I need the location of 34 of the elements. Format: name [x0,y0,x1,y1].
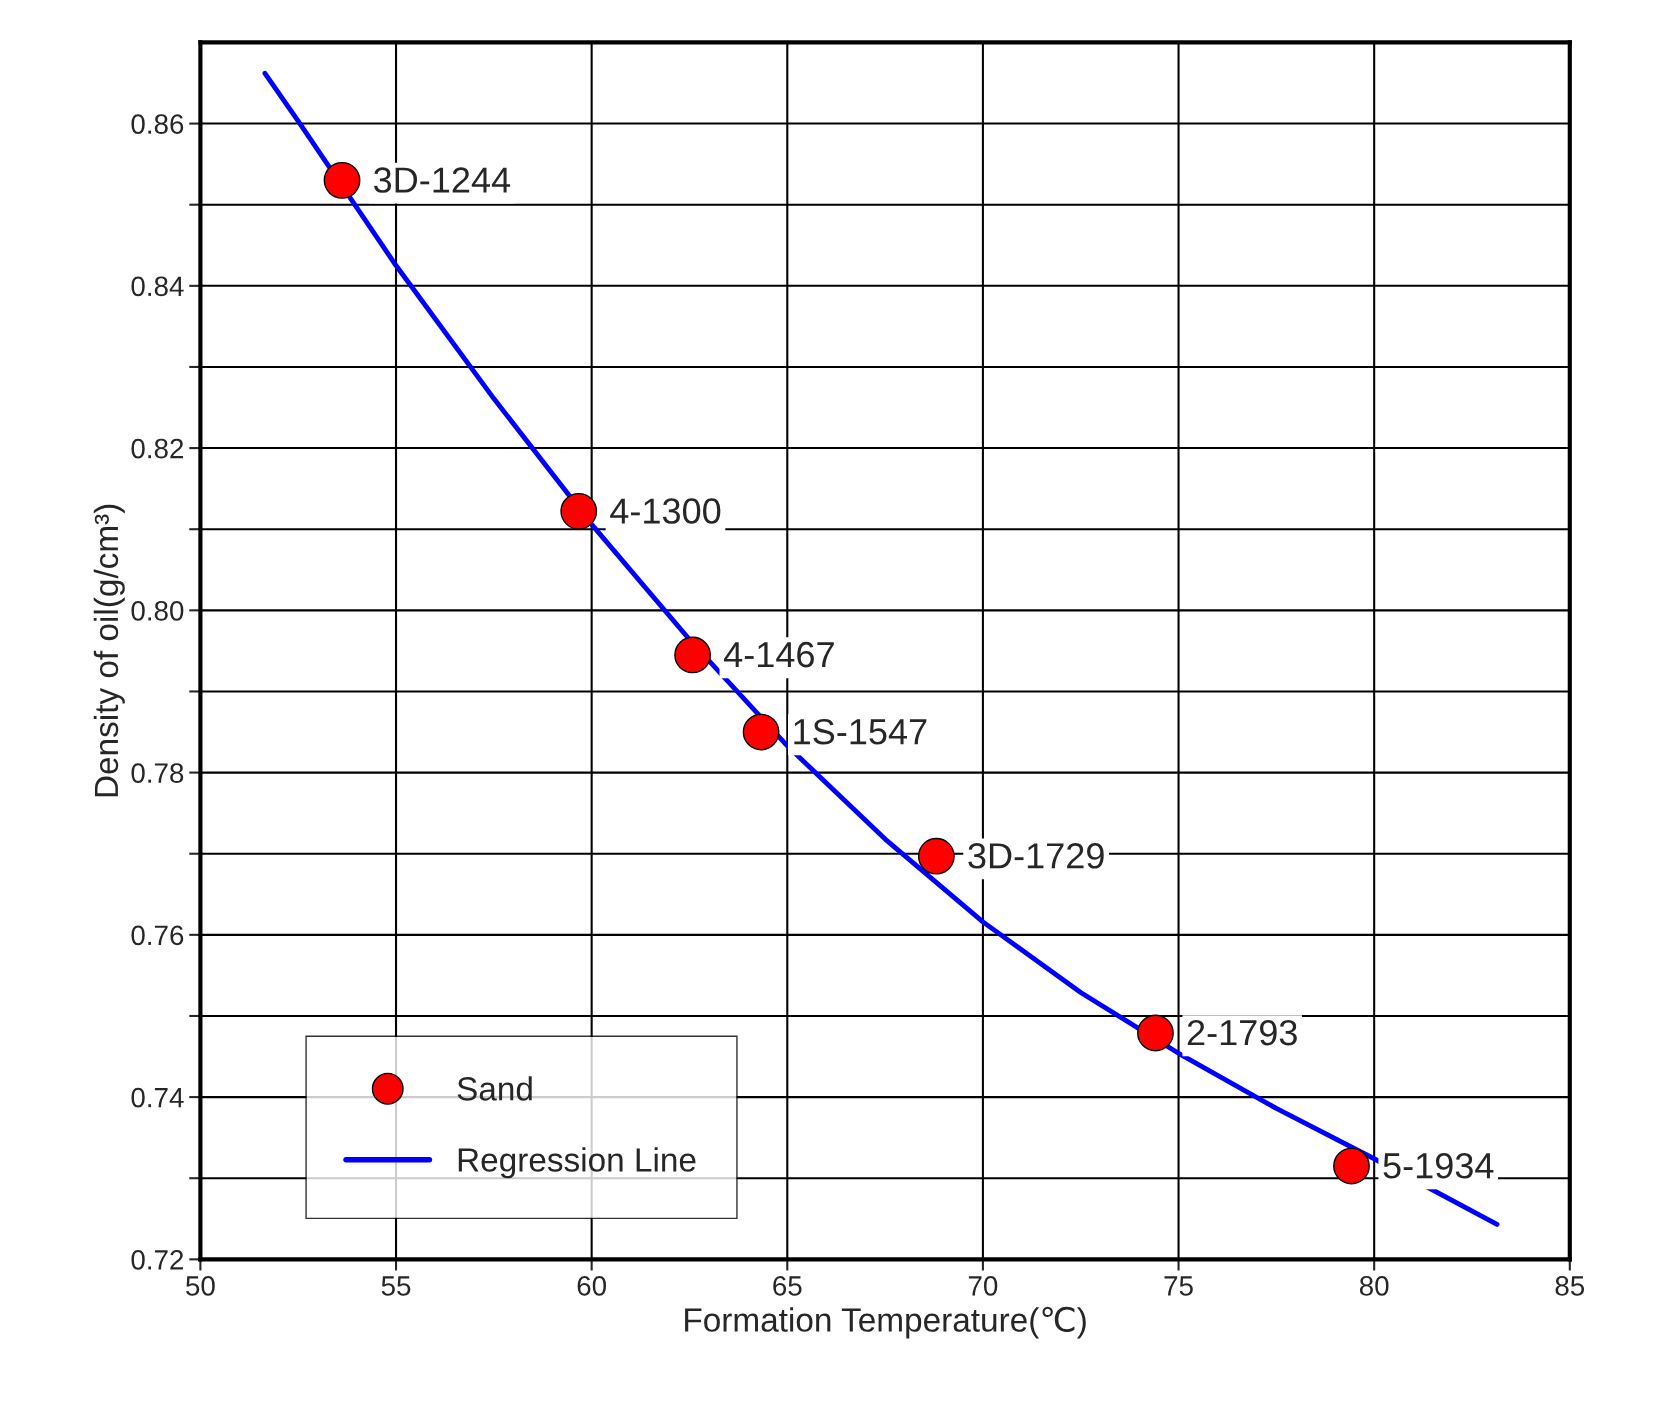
annotation: 2-1793 [1187,1019,1297,1046]
point [560,492,598,530]
point [742,713,780,751]
annotation: 3D-1244 [373,167,511,193]
y-tick-label: 0.86 [131,114,184,134]
annotation: 4-1467 [723,641,834,668]
y-axis-title: Density of oil(g/cm³) [93,504,125,797]
x-tick-label: 55 [381,1276,411,1296]
legend-label: Regression Line [458,1147,696,1179]
y-tick-label: 0.80 [131,601,184,621]
x-tick-label: 75 [1164,1276,1193,1296]
annotation: 1S-1547 [794,718,927,745]
x-axis-title: Formation Temperature(℃) [685,1306,1086,1339]
point [1137,1014,1174,1052]
point [323,161,361,199]
x-tick-label: 80 [1359,1276,1389,1296]
point [1333,1147,1370,1185]
x-tick-label: 60 [577,1276,607,1296]
x-tick-label: 85 [1555,1276,1585,1296]
point [917,837,955,875]
y-tick-label: 0.72 [131,1250,184,1270]
legend-label: Sand [457,1076,532,1101]
y-tick-label: 0.76 [131,925,184,946]
y-tick-label: 0.82 [131,438,184,459]
x-tick-label: 65 [773,1276,802,1296]
point [674,636,712,674]
y-tick-label: 0.78 [131,763,184,783]
y-tick-label: 0.84 [131,276,184,297]
x-tick-label: 70 [968,1276,998,1296]
annotation: 5-1934 [1383,1152,1494,1179]
y-tick-label: 0.74 [131,1087,184,1108]
annotation: 4-1300 [610,498,721,524]
x-tick-label: 50 [186,1276,215,1296]
annotation: 3D-1729 [968,843,1104,869]
